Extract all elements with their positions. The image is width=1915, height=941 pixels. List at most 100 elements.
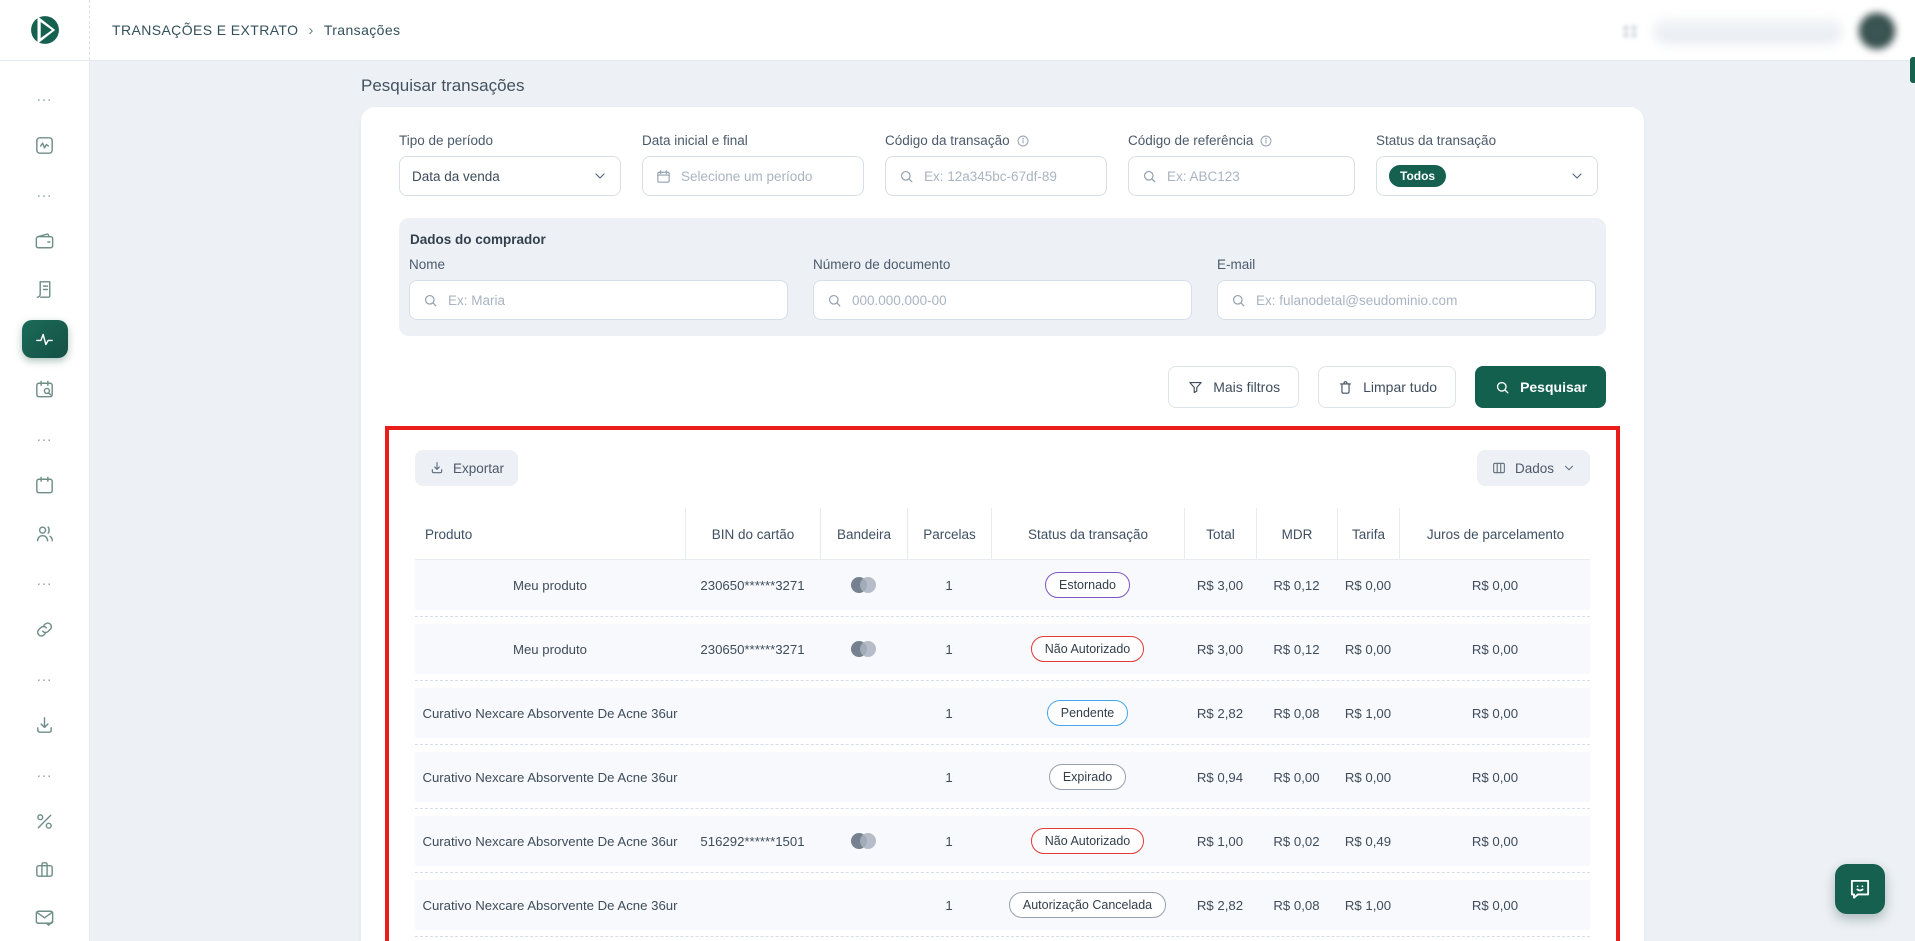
sidebar-item-collapsed[interactable]: ... bbox=[36, 88, 53, 105]
table-row[interactable]: Curativo Nexcare Absorvente De Acne 36ur… bbox=[415, 752, 1590, 802]
brand-logo-icon bbox=[30, 16, 59, 44]
juros-cell: R$ 0,00 bbox=[1471, 705, 1519, 721]
total-cell: R$ 0,94 bbox=[1196, 769, 1244, 785]
sidebar-item-receipt[interactable] bbox=[23, 272, 67, 306]
table-toolbar: Exportar Dados bbox=[415, 450, 1590, 486]
codigo-transacao-input[interactable] bbox=[924, 168, 1094, 184]
mdr-cell: R$ 0,12 bbox=[1273, 577, 1320, 593]
filter-documento: Número de documento bbox=[813, 257, 1192, 320]
chat-button[interactable] bbox=[1835, 864, 1885, 914]
filter-status: Status da transação Todos bbox=[1376, 133, 1598, 196]
tipo-periodo-select[interactable]: Data da venda bbox=[399, 156, 621, 196]
filter-actions: Mais filtros Limpar tudo Pesquisar bbox=[399, 366, 1606, 408]
juros-cell: R$ 0,00 bbox=[1471, 577, 1519, 593]
table-row[interactable]: Curativo Nexcare Absorvente De Acne 36ur… bbox=[415, 816, 1590, 866]
tarifa-cell: R$ 0,00 bbox=[1344, 577, 1392, 593]
info-icon[interactable] bbox=[1259, 134, 1273, 148]
filter-codigo-referencia: Código de referência bbox=[1128, 133, 1355, 196]
row-separator bbox=[415, 616, 1590, 617]
nome-input[interactable] bbox=[448, 292, 775, 308]
table-row[interactable]: Curativo Nexcare Absorvente De Acne 36ur… bbox=[415, 880, 1590, 930]
search-icon bbox=[828, 294, 841, 306]
date-range-input[interactable]: Selecione um período bbox=[642, 156, 864, 196]
sidebar-item-wallet[interactable] bbox=[23, 224, 67, 258]
column-header: Juros de parcelamento bbox=[1399, 508, 1591, 560]
sidebar-item-users[interactable] bbox=[23, 516, 67, 550]
sidebar-item-collapsed[interactable]: ... bbox=[36, 572, 53, 589]
breadcrumb-section[interactable]: TRANSAÇÕES E EXTRATO bbox=[112, 22, 299, 38]
mdr-cell: R$ 0,08 bbox=[1273, 897, 1320, 913]
table-row[interactable]: Meu produto 230650******3271 1 Estornado R$ … bbox=[415, 560, 1590, 610]
sidebar-item-activity-active[interactable] bbox=[21, 320, 68, 358]
status-badge: Pendente bbox=[1046, 700, 1129, 726]
columns-button[interactable]: Dados bbox=[1476, 450, 1590, 486]
apps-grid-icon[interactable] bbox=[1624, 25, 1637, 37]
chevron-down-icon bbox=[595, 173, 605, 179]
status-cell: Pendente bbox=[991, 700, 1184, 726]
codigo-referencia-input[interactable] bbox=[1167, 168, 1342, 184]
total-cell: R$ 2,82 bbox=[1196, 897, 1244, 913]
app-logo[interactable] bbox=[0, 0, 90, 60]
sidebar-item-download[interactable] bbox=[23, 708, 67, 742]
mais-filtros-button[interactable]: Mais filtros bbox=[1168, 366, 1300, 408]
bandeira-cell bbox=[820, 833, 907, 849]
search-icon bbox=[1143, 170, 1156, 182]
avatar[interactable] bbox=[1859, 13, 1895, 49]
sidebar-item-mail-check[interactable] bbox=[23, 900, 67, 934]
search-icon bbox=[1232, 294, 1245, 306]
email-input[interactable] bbox=[1256, 292, 1583, 308]
tarifa-cell: R$ 0,00 bbox=[1344, 769, 1392, 785]
trash-icon bbox=[1340, 380, 1352, 394]
row-separator bbox=[415, 744, 1590, 745]
parcelas-cell: 1 bbox=[945, 833, 953, 849]
sidebar-item-calendar[interactable] bbox=[23, 468, 67, 502]
total-cell: R$ 3,00 bbox=[1196, 641, 1244, 657]
sidebar-item-link[interactable] bbox=[23, 612, 67, 646]
sidebar-item-collapsed[interactable]: ... bbox=[36, 668, 53, 685]
status-todos-chip[interactable]: Todos bbox=[1389, 165, 1447, 187]
table-row[interactable]: Meu produto 230650******3271 1 Não Autoriza… bbox=[415, 624, 1590, 674]
calendar-search-icon bbox=[36, 380, 53, 397]
total-cell: R$ 3,00 bbox=[1196, 577, 1244, 593]
search-card: Tipo de período Data da venda Data inici… bbox=[361, 107, 1644, 941]
bin-cell: 230650******3271 bbox=[700, 641, 805, 657]
sidebar-item-monitor-activity[interactable] bbox=[23, 128, 67, 162]
bin-cell: 516292******1501 bbox=[700, 833, 805, 849]
sidebar-item-collapsed[interactable]: ... bbox=[36, 428, 53, 445]
sidebar-item-calendar-search[interactable] bbox=[23, 372, 67, 406]
status-badge: Autorização Cancelada bbox=[1008, 892, 1167, 918]
export-button[interactable]: Exportar bbox=[415, 450, 519, 486]
filter-email: E-mail bbox=[1217, 257, 1596, 320]
chevron-down-icon bbox=[1564, 465, 1574, 471]
status-badge: Não Autorizado bbox=[1030, 828, 1145, 854]
field-label: Número de documento bbox=[813, 257, 951, 272]
column-header: MDR bbox=[1256, 508, 1337, 560]
card-brand-icon bbox=[851, 833, 876, 849]
main-content: Pesquisar transações Tipo de período Dat… bbox=[90, 61, 1915, 941]
download-icon bbox=[37, 716, 52, 733]
limpar-tudo-button[interactable]: Limpar tudo bbox=[1318, 366, 1457, 408]
info-icon[interactable] bbox=[1016, 134, 1030, 148]
sidebar-item-collapsed[interactable]: ... bbox=[36, 184, 53, 201]
card-brand-icon bbox=[851, 641, 876, 657]
sidebar-item-briefcase[interactable] bbox=[23, 852, 67, 886]
documento-input[interactable] bbox=[852, 292, 1179, 308]
column-header: Parcelas bbox=[907, 508, 991, 560]
table-row[interactable]: Curativo Nexcare Absorvente De Acne 36ur… bbox=[415, 688, 1590, 738]
sidebar-item-percent[interactable] bbox=[23, 804, 67, 838]
chat-smiley-icon bbox=[1850, 879, 1870, 899]
tarifa-cell: R$ 0,49 bbox=[1344, 833, 1392, 849]
sidebar: .................. bbox=[0, 61, 90, 941]
percent-icon bbox=[37, 813, 52, 829]
column-header: Total bbox=[1184, 508, 1256, 560]
sidebar-item-collapsed[interactable]: ... bbox=[36, 764, 53, 781]
pesquisar-button[interactable]: Pesquisar bbox=[1475, 366, 1606, 408]
topbar-user-area bbox=[1624, 11, 1895, 51]
filter-data: Data inicial e final Selecione um períod… bbox=[642, 133, 864, 196]
status-select[interactable]: Todos bbox=[1376, 156, 1598, 196]
page-title: Pesquisar transações bbox=[361, 76, 525, 95]
codigo-transacao-field bbox=[885, 156, 1107, 196]
breadcrumb: TRANSAÇÕES E EXTRATO › Transações bbox=[90, 22, 400, 39]
calendar-icon bbox=[36, 476, 53, 493]
